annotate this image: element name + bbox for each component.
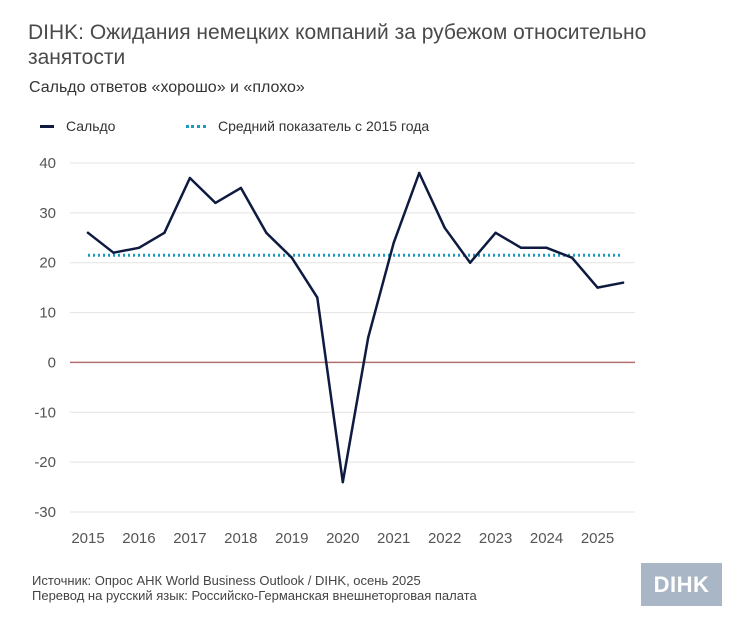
legend-swatch-average (186, 124, 206, 128)
data-point (137, 246, 141, 249)
chart-subtitle: Сальдо ответов «хорошо» и «плохо» (29, 79, 305, 96)
translation-note: Перевод на русский язык: Российско-Герма… (32, 588, 477, 603)
data-point (112, 251, 115, 254)
data-point (519, 246, 523, 249)
y-tick-label: 0 (48, 354, 56, 371)
footer: Источник: Опрос АНК World Business Outlo… (32, 573, 477, 603)
chart-title: DIHK: Ожидания немецких компаний за рубе… (28, 21, 647, 69)
line-chart: 40 30 20 10 0 -10 -20 -30 2015 2016 2017 2018 2019 20… (34, 155, 635, 547)
data-point (596, 286, 599, 289)
data-point (392, 241, 395, 244)
dihk-logo: DIHK (641, 563, 722, 606)
axis-ticks: 40 30 20 10 0 -10 -20 -30 2015 2016 2017 2018 2019 20… (34, 155, 614, 547)
y-tick-label: 20 (39, 255, 56, 272)
data-point (86, 231, 90, 234)
x-tick-label: 2022 (428, 530, 461, 547)
legend-label-series: Сальдо (66, 118, 116, 134)
data-point (188, 176, 192, 180)
series-lines (86, 171, 625, 484)
data-point (545, 246, 548, 249)
data-point (621, 281, 625, 284)
data-point (443, 226, 446, 230)
x-tick-label: 2021 (377, 530, 410, 547)
y-tick-label: -30 (34, 504, 56, 521)
data-point (290, 256, 294, 259)
x-tick-label: 2017 (173, 530, 206, 547)
legend-swatch-series (40, 124, 54, 128)
y-tick-label: -10 (34, 404, 56, 421)
x-tick-label: 2023 (479, 530, 512, 547)
source-note: Источник: Опрос АНК World Business Outlo… (32, 573, 421, 588)
y-tick-label: -20 (34, 454, 56, 471)
data-point (468, 261, 472, 264)
series-line-saldo (86, 171, 625, 484)
data-point (367, 336, 370, 339)
y-tick-label: 30 (39, 205, 56, 222)
legend-label-average: Средний показатель с 2015 года (218, 118, 430, 134)
data-point (570, 256, 574, 259)
y-tick-label: 40 (39, 155, 56, 172)
data-point (239, 186, 243, 190)
x-tick-label: 2018 (224, 530, 257, 547)
x-tick-label: 2015 (71, 530, 104, 547)
legend-item-average: Средний показатель с 2015 года (186, 118, 429, 134)
data-point (341, 480, 344, 484)
data-point (316, 296, 319, 299)
legend-item-series: Сальдо (40, 118, 115, 134)
x-tick-label: 2025 (581, 530, 614, 547)
data-point (494, 231, 497, 234)
grid-lines (70, 162, 635, 513)
data-point (163, 231, 166, 234)
x-tick-label: 2019 (275, 530, 308, 547)
x-tick-label: 2024 (530, 530, 563, 547)
data-point (214, 201, 217, 205)
data-point (417, 171, 421, 175)
logo-text: DIHK (653, 571, 710, 597)
x-tick-label: 2020 (326, 530, 359, 547)
y-tick-label: 10 (39, 305, 56, 322)
data-point (265, 231, 268, 234)
x-tick-label: 2016 (122, 530, 155, 547)
